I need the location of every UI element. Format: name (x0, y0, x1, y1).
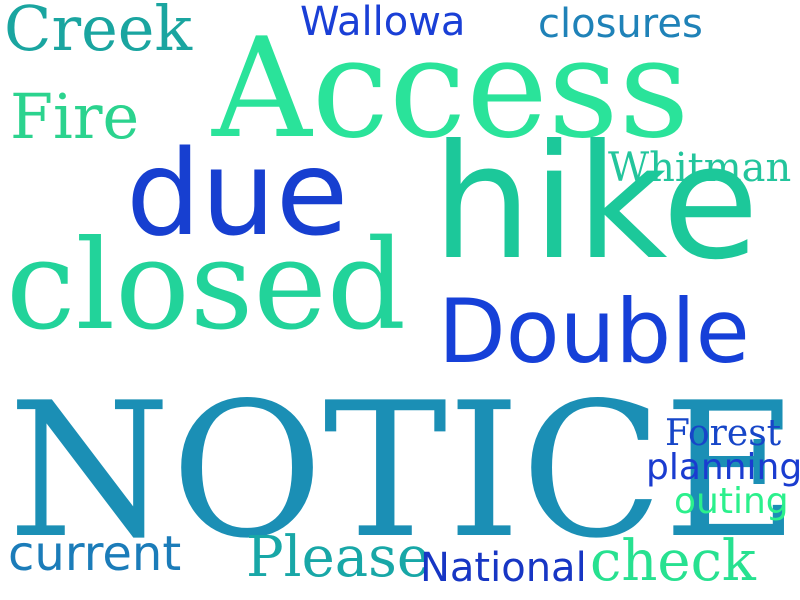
word-outing: outing (674, 481, 789, 522)
word-closed: closed (6, 214, 407, 358)
word-current: current (8, 526, 182, 582)
word-forest: Forest (665, 413, 782, 454)
word-due: due (126, 124, 349, 262)
word-hike: hike (432, 111, 760, 295)
word-wallowa: Wallowa (300, 0, 466, 45)
word-creek: Creek (4, 0, 193, 65)
word-notice: NOTICE (8, 362, 799, 579)
word-please: Please (246, 525, 430, 590)
word-check: check (590, 529, 756, 594)
word-fire: Fire (10, 80, 140, 153)
word-national: National (420, 545, 587, 591)
word-access: Access (212, 8, 690, 169)
word-whitman: Whitman (608, 145, 792, 191)
word-closures: closures (538, 1, 703, 47)
word-planning: planning (646, 447, 800, 488)
word-double: Double (438, 280, 750, 383)
